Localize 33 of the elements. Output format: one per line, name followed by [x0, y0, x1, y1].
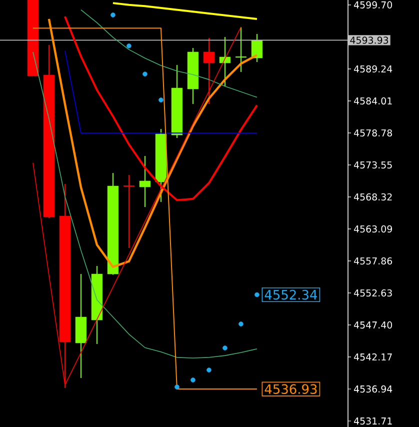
point [142, 72, 148, 76]
y-tick-label: 4542.17 [354, 353, 392, 361]
candlestick [203, 38, 215, 105]
y-tick-label: 4599.70 [354, 1, 392, 8]
point [222, 346, 228, 350]
candlestick [219, 36, 231, 86]
y-tick-label: 4584.01 [354, 97, 392, 105]
data-label: 4536.93 [264, 384, 317, 394]
y-tick-label: 4552.63 [354, 289, 392, 297]
y-tick-label: 4589.24 [354, 65, 392, 72]
y-tick-label: 4578.78 [354, 129, 392, 137]
point [238, 322, 244, 326]
point [190, 378, 196, 382]
y-tick-label: 4536.94 [354, 385, 392, 393]
y-tick-label: 4573.55 [354, 161, 392, 169]
point [110, 12, 116, 18]
point [254, 292, 260, 298]
y-tick-label: 4531.71 [354, 417, 392, 425]
point [206, 368, 212, 372]
candlestick [123, 174, 135, 248]
point [158, 98, 164, 102]
point [174, 384, 180, 390]
y-tick-label: 4568.32 [354, 193, 392, 201]
candlestick [139, 156, 151, 208]
y-tick-label: 4557.86 [354, 257, 392, 265]
line-series [32, 52, 258, 358]
candlestick [235, 26, 247, 72]
y-tick-label: 4563.09 [354, 225, 392, 233]
candlestick [251, 33, 263, 62]
y-tick-label: 4547.40 [354, 321, 392, 329]
point [126, 44, 132, 48]
data-label: 4552.34 [264, 290, 317, 300]
ref-line-label: 4593.93 [350, 36, 388, 44]
